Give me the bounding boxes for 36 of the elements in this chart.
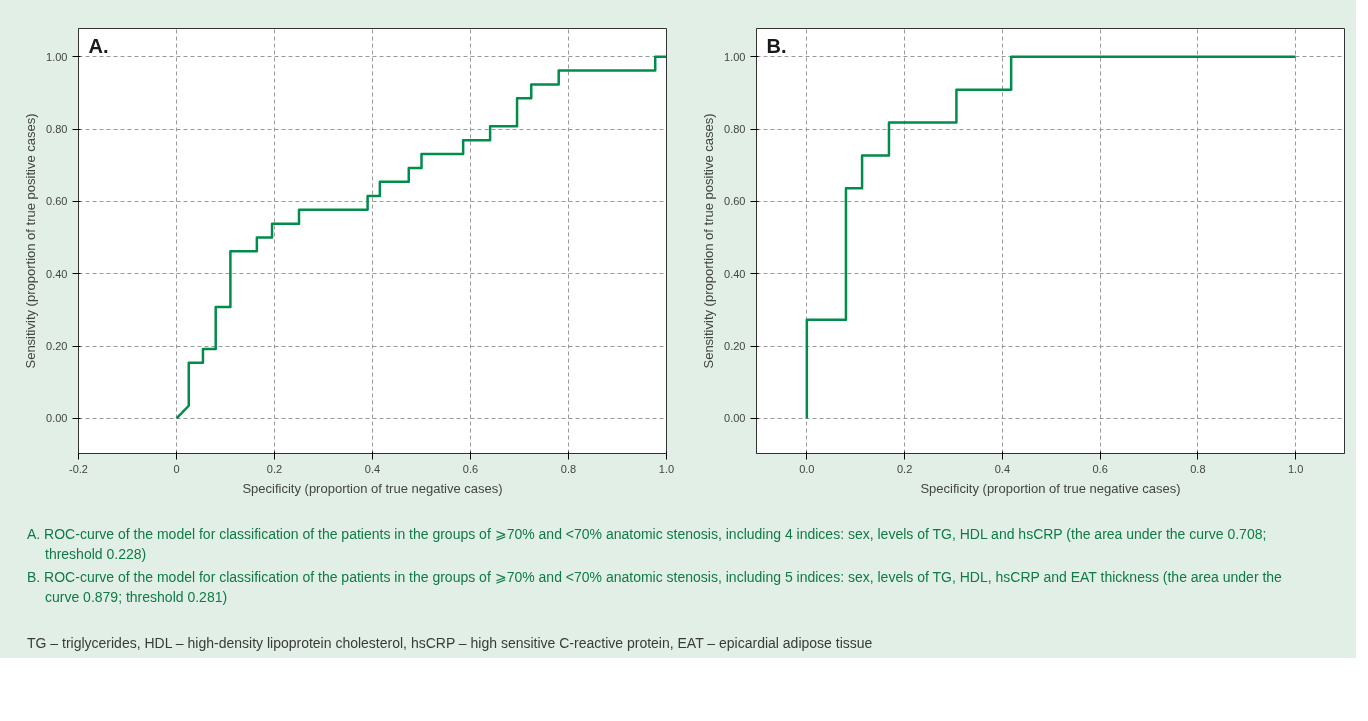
y-tick-label: 0.80	[46, 123, 68, 136]
y-tick-label: 1.00	[46, 50, 68, 63]
y-tick-label: 1.00	[724, 50, 746, 63]
y-tick-label: 0.00	[46, 412, 68, 425]
y-tick-label: 0.80	[724, 123, 746, 136]
x-tick-label: 0.6	[1092, 462, 1108, 475]
x-tick-label: 0.2	[896, 462, 913, 475]
text: B. ROC-curve of the model for classification of the patients in the groups of ⩾70% and <70% anatomic stenosis, including 5 indices: sex, levels of TG, HDL, hsCRP and EAT thickness (the area under the curve 0.879; threshold 0.281)	[27, 567, 1283, 607]
y-tick-label: 0.00	[724, 412, 746, 425]
x-axis-title: Specificity (proportion of true negative cases)	[242, 480, 503, 496]
y-axis-title: Sensitivity (proportion of true positive cases)	[23, 113, 39, 369]
x-tick-label: 0.4	[994, 462, 1011, 475]
y-tick-label: 0.60	[46, 195, 68, 208]
x-tick-label: 0.8	[1190, 462, 1206, 475]
x-tick-label: 0.6	[462, 462, 479, 475]
x-tick-label: -0.2	[69, 462, 88, 475]
y-tick-label: 0.60	[724, 195, 746, 208]
x-tick-label: 0.4	[364, 462, 381, 475]
x-tick-label: 1.0	[1287, 462, 1304, 475]
text: A. ROC-curve of the model for classification of the patients in the groups of ⩾70% and <70% anatomic stenosis, including 4 indices: sex, levels of TG, HDL and hsCRP (the area under the curve 0.708; threshold 0.228)	[27, 525, 1268, 565]
y-tick-label: 0.40	[724, 267, 746, 280]
line-series	[805, 55, 1297, 420]
line-series	[175, 55, 667, 420]
x-tick-label: 0.0	[799, 462, 815, 475]
x-tick-label: 1.0	[658, 462, 675, 475]
y-tick-label: 0.40	[46, 267, 68, 280]
x-tick-label: 0.2	[266, 462, 283, 475]
y-axis-title: Sensitivity (proportion of true positive cases)	[701, 113, 717, 369]
x-tick-label: 0.8	[560, 462, 577, 475]
y-tick-label: 0.20	[46, 340, 68, 353]
text: TG – triglycerides, HDL – high-density lipoprotein cholesterol, hsCRP – high sensitive C-reactive protein, EAT – epicardial adipose tissue	[27, 634, 874, 654]
x-tick-label: 0	[173, 462, 180, 475]
y-tick-label: 0.20	[724, 340, 746, 353]
chart-title: B.	[766, 34, 787, 57]
x-axis-title: Specificity (proportion of true negative cases)	[920, 480, 1181, 496]
chart-title: A.	[88, 34, 109, 57]
